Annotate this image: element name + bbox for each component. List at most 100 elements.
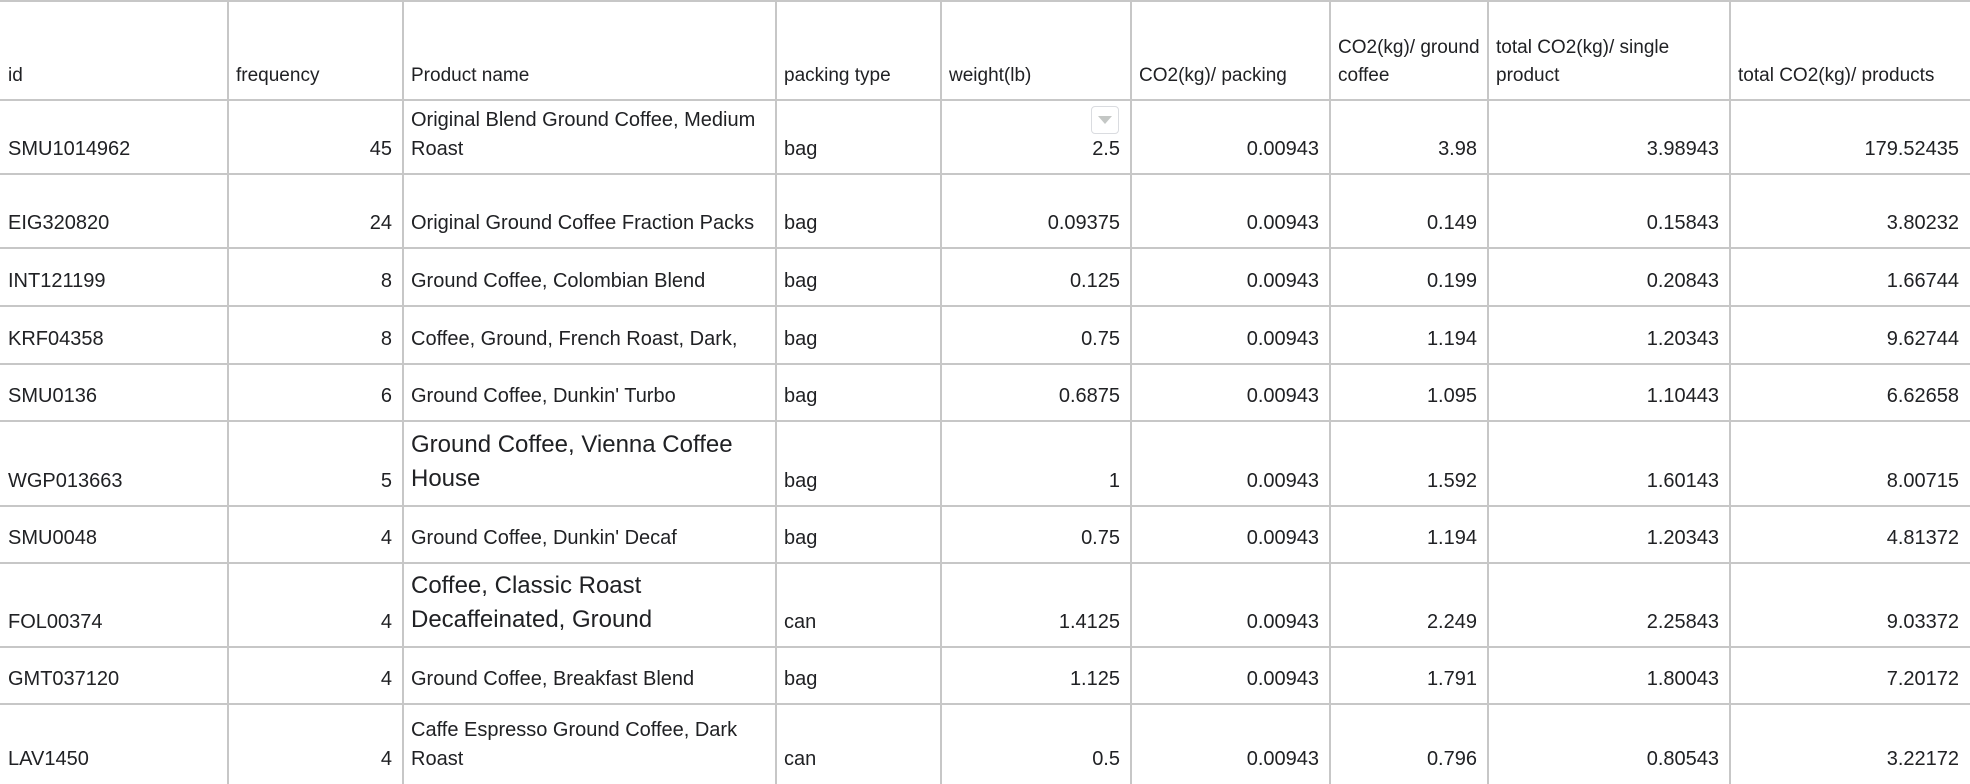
cell-weight[interactable]: 2.5 — [941, 100, 1131, 174]
column-divider[interactable] — [402, 0, 404, 784]
cell-id[interactable]: LAV1450 — [0, 704, 228, 784]
cell-total-co2-single[interactable]: 1.20343 — [1488, 306, 1730, 364]
row-divider[interactable] — [0, 420, 1970, 422]
cell-packing-type[interactable]: bag — [776, 647, 941, 704]
row-divider[interactable] — [0, 562, 1970, 564]
cell-co2-ground-coffee[interactable]: 3.98 — [1330, 100, 1488, 174]
cell-product-name[interactable]: Ground Coffee, Dunkin' Decaf — [403, 506, 776, 563]
cell-product-name[interactable]: Ground Coffee, Breakfast Blend — [403, 647, 776, 704]
cell-product-name[interactable]: Ground Coffee, Colombian Blend — [403, 248, 776, 306]
cell-weight[interactable]: 1.4125 — [941, 563, 1131, 647]
cell-co2-packing[interactable]: 0.00943 — [1131, 306, 1330, 364]
row-divider[interactable] — [0, 505, 1970, 507]
cell-co2-packing[interactable]: 0.00943 — [1131, 174, 1330, 248]
cell-co2-ground-coffee[interactable]: 1.791 — [1330, 647, 1488, 704]
cell-total-co2-products[interactable]: 3.80232 — [1730, 174, 1970, 248]
cell-total-co2-single[interactable]: 3.98943 — [1488, 100, 1730, 174]
cell-total-co2-products[interactable]: 179.52435 — [1730, 100, 1970, 174]
row-divider[interactable] — [0, 247, 1970, 249]
row-divider[interactable] — [0, 173, 1970, 175]
cell-total-co2-single[interactable]: 0.80543 — [1488, 704, 1730, 784]
cell-product-name[interactable]: Ground Coffee, Vienna Coffee House — [403, 421, 776, 506]
cell-id[interactable]: GMT037120 — [0, 647, 228, 704]
cell-packing-type[interactable]: can — [776, 563, 941, 647]
column-divider[interactable] — [1487, 0, 1489, 784]
cell-co2-ground-coffee[interactable]: 2.249 — [1330, 563, 1488, 647]
cell-product-name[interactable]: Ground Coffee, Dunkin' Turbo — [403, 364, 776, 421]
cell-co2-ground-coffee[interactable]: 0.149 — [1330, 174, 1488, 248]
row-divider[interactable] — [0, 99, 1970, 101]
column-divider[interactable] — [1729, 0, 1731, 784]
cell-product-name[interactable]: Coffee, Classic Roast Decaffeinated, Gro… — [403, 563, 776, 647]
cell-product-name[interactable]: Coffee, Ground, French Roast, Dark, — [403, 306, 776, 364]
column-header-packing-type[interactable]: packing type — [776, 0, 941, 100]
cell-co2-ground-coffee[interactable]: 0.199 — [1330, 248, 1488, 306]
cell-co2-packing[interactable]: 0.00943 — [1131, 248, 1330, 306]
column-divider[interactable] — [940, 0, 942, 784]
cell-co2-packing[interactable]: 0.00943 — [1131, 364, 1330, 421]
cell-frequency[interactable]: 4 — [228, 506, 403, 563]
cell-total-co2-single[interactable]: 2.25843 — [1488, 563, 1730, 647]
cell-packing-type[interactable]: bag — [776, 364, 941, 421]
column-header-product-name[interactable]: Product name — [403, 0, 776, 100]
row-divider[interactable] — [0, 646, 1970, 648]
column-header-co2-packing[interactable]: CO2(kg)/ packing — [1131, 0, 1330, 100]
row-divider[interactable] — [0, 703, 1970, 705]
cell-weight[interactable]: 1 — [941, 421, 1131, 506]
cell-packing-type[interactable]: bag — [776, 174, 941, 248]
column-header-frequency[interactable]: frequency — [228, 0, 403, 100]
cell-total-co2-products[interactable]: 3.22172 — [1730, 704, 1970, 784]
cell-product-name[interactable]: Original Blend Ground Coffee, Medium Roa… — [403, 100, 776, 174]
cell-frequency[interactable]: 24 — [228, 174, 403, 248]
cell-total-co2-products[interactable]: 8.00715 — [1730, 421, 1970, 506]
cell-frequency[interactable]: 8 — [228, 306, 403, 364]
cell-total-co2-products[interactable]: 9.62744 — [1730, 306, 1970, 364]
cell-packing-type[interactable]: bag — [776, 306, 941, 364]
cell-total-co2-single[interactable]: 1.20343 — [1488, 506, 1730, 563]
cell-id[interactable]: SMU1014962 — [0, 100, 228, 174]
column-divider[interactable] — [227, 0, 229, 784]
cell-frequency[interactable]: 6 — [228, 364, 403, 421]
cell-id[interactable]: INT121199 — [0, 248, 228, 306]
cell-id[interactable]: FOL00374 — [0, 563, 228, 647]
cell-total-co2-products[interactable]: 6.62658 — [1730, 364, 1970, 421]
cell-product-name[interactable]: Caffe Espresso Ground Coffee, Dark Roast — [403, 704, 776, 784]
cell-weight[interactable]: 0.6875 — [941, 364, 1131, 421]
cell-id[interactable]: WGP013663 — [0, 421, 228, 506]
cell-frequency[interactable]: 5 — [228, 421, 403, 506]
cell-frequency[interactable]: 4 — [228, 647, 403, 704]
cell-total-co2-single[interactable]: 0.20843 — [1488, 248, 1730, 306]
cell-co2-packing[interactable]: 0.00943 — [1131, 506, 1330, 563]
cell-weight[interactable]: 0.5 — [941, 704, 1131, 784]
column-header-total-co2-products[interactable]: total CO2(kg)/ products — [1730, 0, 1970, 100]
cell-co2-ground-coffee[interactable]: 1.194 — [1330, 506, 1488, 563]
column-divider[interactable] — [1130, 0, 1132, 784]
column-divider[interactable] — [1329, 0, 1331, 784]
cell-packing-type[interactable]: bag — [776, 421, 941, 506]
cell-co2-packing[interactable]: 0.00943 — [1131, 100, 1330, 174]
cell-total-co2-products[interactable]: 1.66744 — [1730, 248, 1970, 306]
cell-weight[interactable]: 0.75 — [941, 306, 1131, 364]
cell-total-co2-products[interactable]: 9.03372 — [1730, 563, 1970, 647]
cell-id[interactable]: KRF04358 — [0, 306, 228, 364]
cell-frequency[interactable]: 45 — [228, 100, 403, 174]
cell-weight[interactable]: 0.125 — [941, 248, 1131, 306]
cell-total-co2-single[interactable]: 1.60143 — [1488, 421, 1730, 506]
filter-dropdown-button[interactable] — [1091, 106, 1119, 134]
cell-co2-packing[interactable]: 0.00943 — [1131, 704, 1330, 784]
cell-frequency[interactable]: 4 — [228, 704, 403, 784]
cell-packing-type[interactable]: bag — [776, 248, 941, 306]
column-divider[interactable] — [775, 0, 777, 784]
row-divider[interactable] — [0, 305, 1970, 307]
cell-co2-packing[interactable]: 0.00943 — [1131, 647, 1330, 704]
cell-co2-packing[interactable]: 0.00943 — [1131, 563, 1330, 647]
cell-weight[interactable]: 0.09375 — [941, 174, 1131, 248]
cell-weight[interactable]: 1.125 — [941, 647, 1131, 704]
cell-total-co2-products[interactable]: 4.81372 — [1730, 506, 1970, 563]
cell-co2-packing[interactable]: 0.00943 — [1131, 421, 1330, 506]
cell-total-co2-products[interactable]: 7.20172 — [1730, 647, 1970, 704]
cell-co2-ground-coffee[interactable]: 1.592 — [1330, 421, 1488, 506]
column-header-id[interactable]: id — [0, 0, 228, 100]
cell-packing-type[interactable]: bag — [776, 506, 941, 563]
cell-co2-ground-coffee[interactable]: 0.796 — [1330, 704, 1488, 784]
